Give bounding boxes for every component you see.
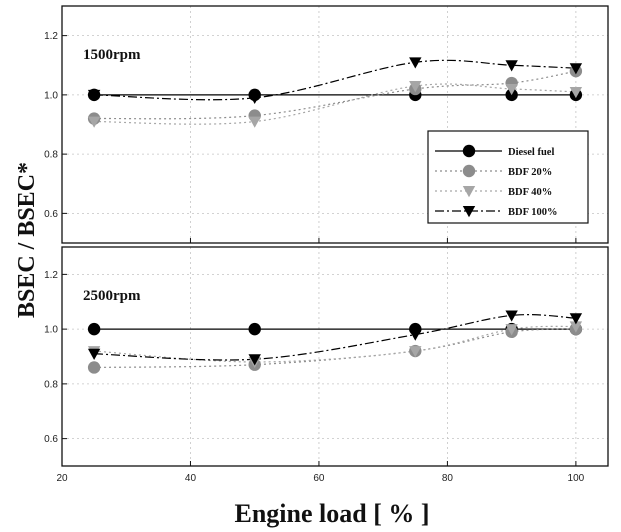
data-point <box>248 322 261 336</box>
x-axis-title: Engine load [ % ] <box>234 499 429 528</box>
data-point <box>505 310 518 322</box>
series-line <box>94 314 576 361</box>
data-point <box>569 63 583 75</box>
legend-label: BDF 100% <box>508 207 558 218</box>
panel-label: 1500rpm <box>83 47 141 63</box>
legend-label: BDF 40% <box>508 187 552 198</box>
x-tick-label: 80 <box>442 473 454 484</box>
data-point <box>87 348 101 360</box>
data-point <box>505 60 518 72</box>
y-tick-label: 1.2 <box>44 270 58 281</box>
y-tick-label: 0.8 <box>44 150 58 161</box>
data-point <box>248 92 261 105</box>
legend-marker <box>462 144 476 158</box>
data-point <box>87 89 101 102</box>
data-point <box>569 321 583 333</box>
legend-label: Diesel fuel <box>508 147 554 158</box>
data-point <box>248 116 261 128</box>
x-tick-label: 100 <box>568 473 585 484</box>
y-tick-label: 0.6 <box>44 434 58 445</box>
panel-2500rpm: 0.6 0.8 1.0 1.2 20 40 60 80 100 2500rpm <box>44 246 609 484</box>
panel-frame <box>61 5 609 244</box>
data-point <box>409 57 422 69</box>
data-point <box>87 322 101 336</box>
y-tick-label: 0.8 <box>44 379 58 390</box>
series-line <box>94 83 576 125</box>
data-point <box>569 313 583 325</box>
panel-label: 2500rpm <box>83 288 141 304</box>
data-point <box>409 346 422 358</box>
legend-marker <box>462 186 476 198</box>
x-tick-label: 60 <box>313 473 325 484</box>
legend-box <box>427 130 589 224</box>
legend-marker <box>462 164 476 178</box>
data-point <box>87 116 101 128</box>
data-point <box>87 361 101 374</box>
legend-label: BDF 20% <box>508 167 552 178</box>
data-point <box>248 354 261 366</box>
y-tick-label: 1.0 <box>44 325 58 336</box>
legend-marker <box>462 206 476 218</box>
y-tick-label: 1.0 <box>44 90 58 101</box>
x-tick-label: 40 <box>185 473 197 484</box>
data-point <box>409 81 422 93</box>
series-line <box>94 325 576 363</box>
panel-1500rpm: 0.6 0.8 1.0 1.2 1500rpm Diesel fuel BDF 20% BDF… <box>44 5 609 244</box>
legend: Diesel fuel BDF 20% BDF 40% BDF 100% <box>427 130 589 224</box>
series-line <box>94 328 576 369</box>
data-point <box>409 329 422 341</box>
x-tick-label: 20 <box>56 473 68 484</box>
y-axis-title: BSEC / BSEC* <box>14 162 40 318</box>
y-tick-label: 0.6 <box>44 209 58 220</box>
panels-layer: 0.6 0.8 1.0 1.2 1500rpm Diesel fuel BDF 20% BDF… <box>44 5 609 484</box>
data-point <box>505 324 518 336</box>
y-tick-label: 1.2 <box>44 31 58 42</box>
data-point <box>505 83 518 96</box>
series-line <box>94 59 576 101</box>
panel-frame <box>61 246 609 467</box>
data-point <box>569 86 583 99</box>
series-line <box>94 70 576 120</box>
